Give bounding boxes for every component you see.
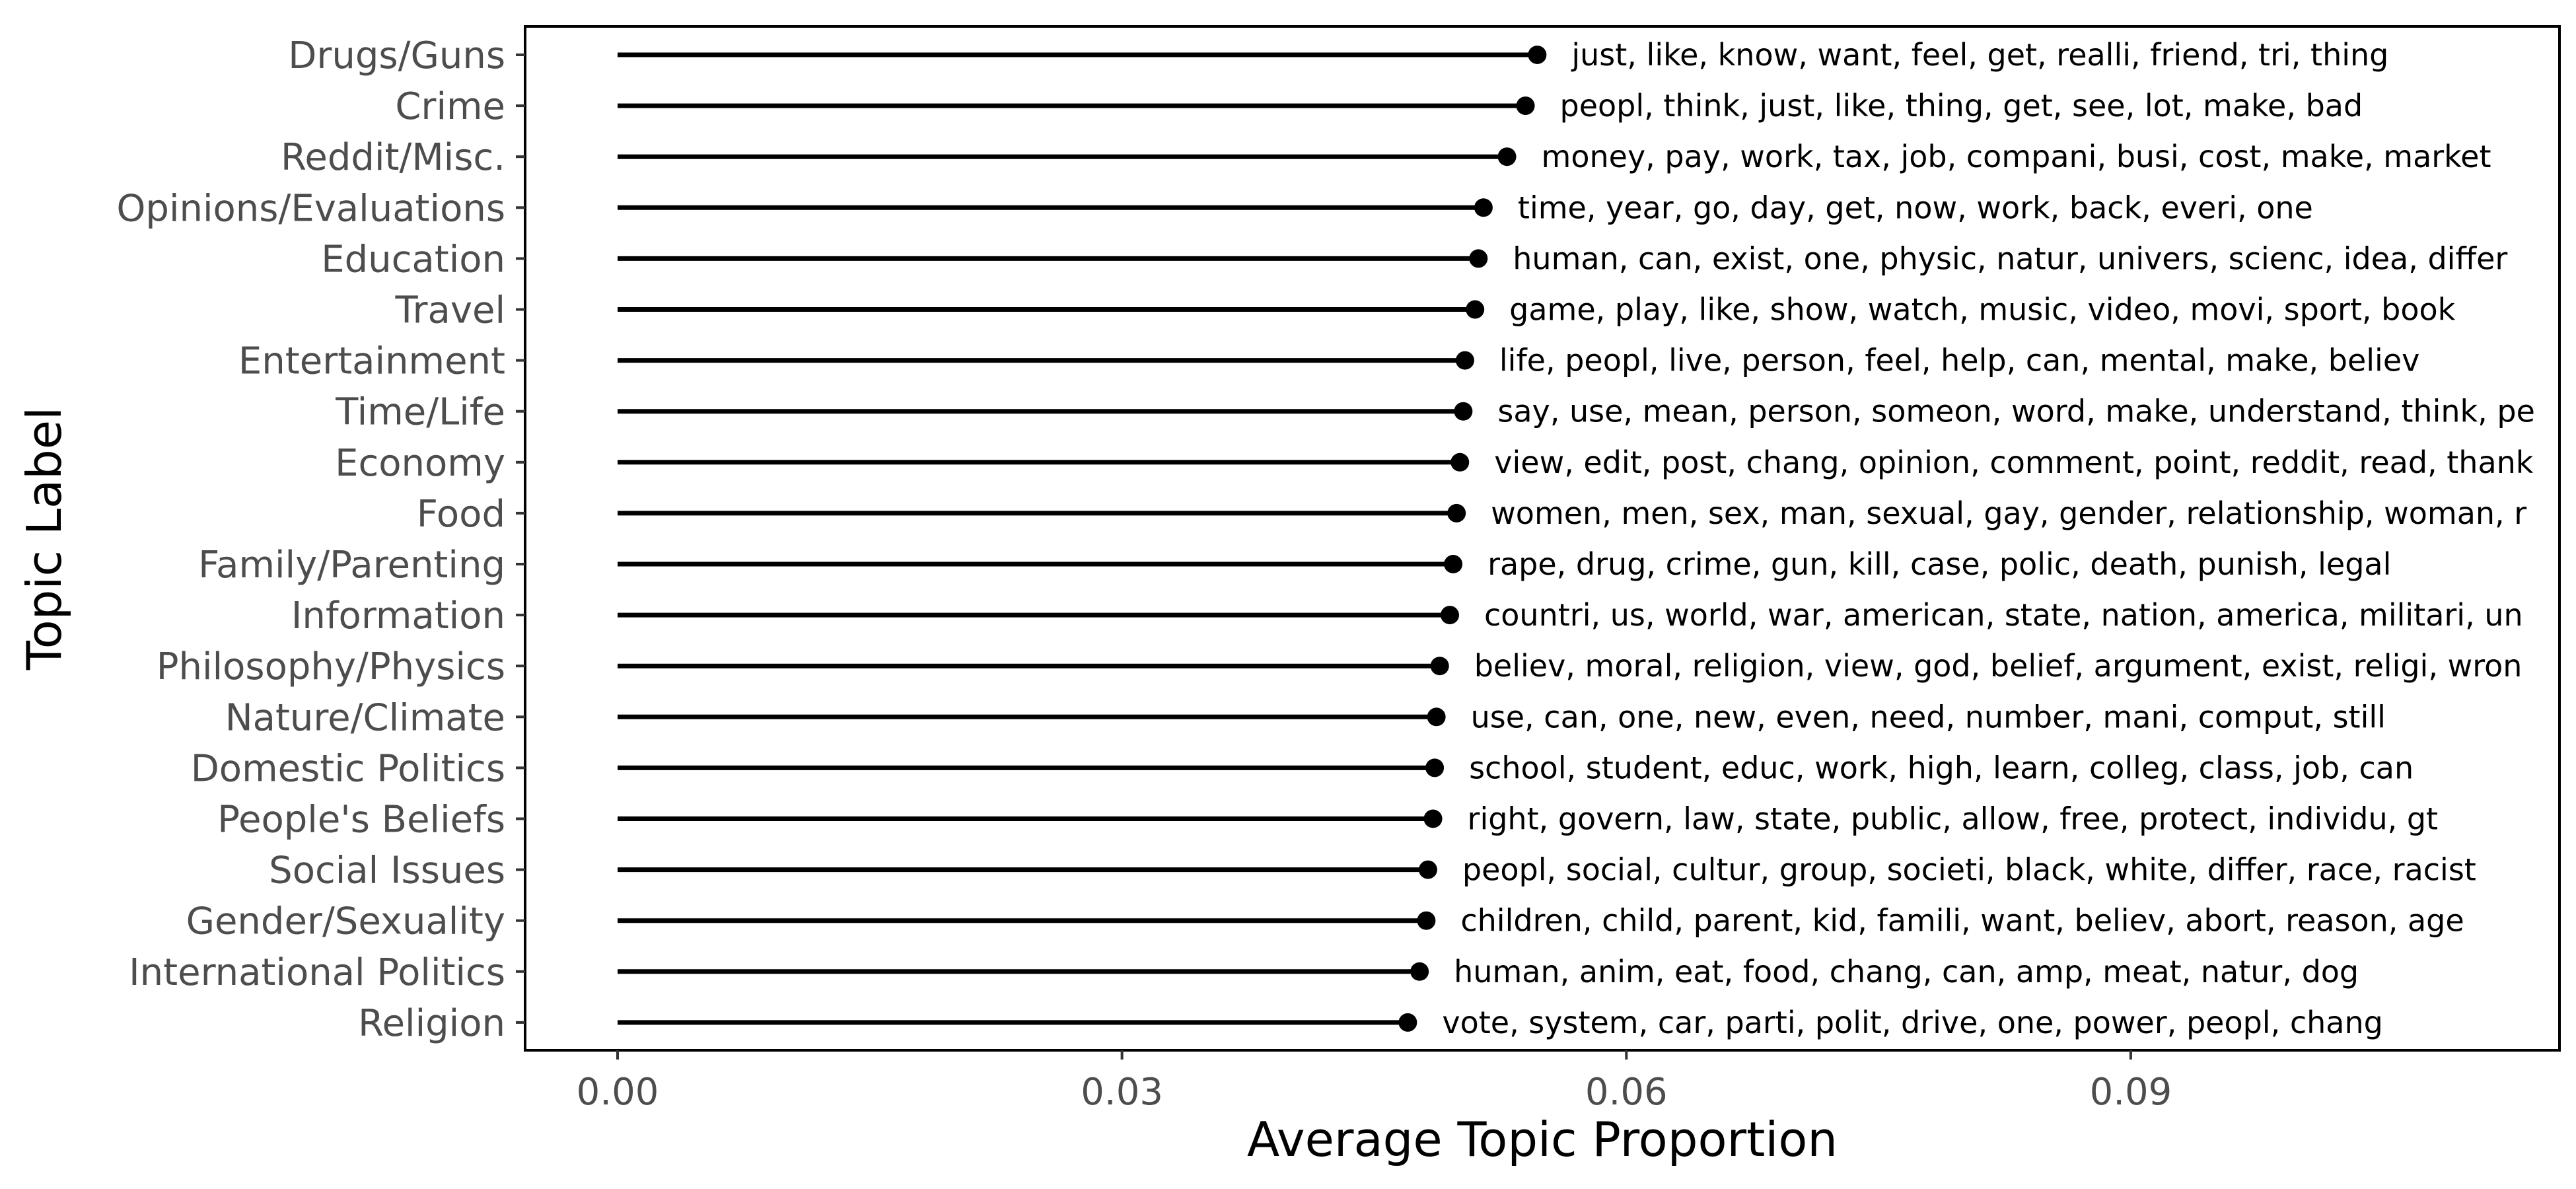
lollipop-dots bbox=[1398, 46, 1547, 1032]
lollipop-stems bbox=[618, 52, 1538, 1025]
topic-terms-label: peopl, social, cultur, group, societi, b… bbox=[1462, 852, 2476, 888]
y-axis-category-label: Time/Life bbox=[335, 391, 505, 434]
y-axis-category-label: Food bbox=[417, 493, 505, 536]
lollipop-dot bbox=[1410, 962, 1429, 981]
x-axis-title: Average Topic Proportion bbox=[1247, 1112, 1838, 1167]
x-axis: 0.00 0.03 0.06 0.09 bbox=[577, 1050, 2172, 1114]
topic-term-labels: just, like, know, want, feel, get, reall… bbox=[1442, 37, 2535, 1040]
lollipop-dot bbox=[1466, 300, 1485, 319]
lollipop-dot bbox=[1427, 707, 1446, 727]
y-axis-category-label: Domestic Politics bbox=[191, 747, 505, 790]
topic-terms-label: believ, moral, religion, view, god, beli… bbox=[1474, 648, 2522, 684]
y-axis-category-label: Education bbox=[321, 238, 505, 281]
y-axis-category-label: Entertainment bbox=[238, 340, 505, 383]
lollipop-dot bbox=[1455, 351, 1474, 370]
topic-terms-label: use, can, one, new, even, need, number, … bbox=[1471, 699, 2386, 735]
y-axis-category-label: People's Beliefs bbox=[217, 799, 505, 842]
y-axis-category-label: Philosophy/Physics bbox=[157, 645, 505, 688]
lollipop-dot bbox=[1447, 503, 1466, 522]
x-axis-tick-label: 0.06 bbox=[1585, 1071, 1668, 1114]
y-axis: Drugs/Guns Crime Reddit/Misc. Opinions/Eval… bbox=[116, 34, 525, 1045]
lollipop-dot bbox=[1441, 606, 1459, 625]
topic-terms-label: right, govern, law, state, public, allow… bbox=[1468, 801, 2439, 837]
topic-terms-label: game, play, like, show, watch, music, vi… bbox=[1509, 292, 2455, 328]
y-axis-category-label: Gender/Sexuality bbox=[186, 900, 505, 943]
y-axis-category-label: International Politics bbox=[129, 951, 505, 994]
lollipop-dot bbox=[1454, 402, 1473, 421]
y-axis-category-label: Social Issues bbox=[269, 849, 505, 892]
y-axis-title: Topic Label bbox=[17, 407, 72, 670]
lollipop-dot bbox=[1398, 1013, 1417, 1032]
topic-terms-label: life, peopl, live, person, feel, help, c… bbox=[1499, 343, 2419, 378]
y-axis-category-label: Reddit/Misc. bbox=[281, 136, 505, 179]
y-axis-category-label: Nature/Climate bbox=[225, 696, 505, 739]
topic-terms-label: peopl, think, just, like, thing, get, se… bbox=[1560, 88, 2363, 124]
topic-terms-label: money, pay, work, tax, job, compani, bus… bbox=[1542, 139, 2491, 174]
lollipop-dot bbox=[1497, 147, 1517, 166]
topic-terms-label: human, anim, eat, food, chang, can, amp,… bbox=[1454, 954, 2359, 990]
lollipop-dot bbox=[1516, 96, 1535, 116]
topic-terms-label: time, year, go, day, get, now, work, bac… bbox=[1518, 190, 2313, 225]
topic-terms-label: vote, system, car, parti, polit, drive, … bbox=[1442, 1005, 2382, 1040]
y-axis-category-label: Crime bbox=[395, 85, 505, 128]
lollipop-dot bbox=[1444, 555, 1463, 573]
y-axis-category-label: Economy bbox=[335, 442, 505, 485]
y-axis-category-label: Drugs/Guns bbox=[288, 34, 505, 77]
lollipop-dot bbox=[1469, 249, 1488, 268]
lollipop-dot bbox=[1417, 911, 1436, 930]
topic-terms-label: countri, us, world, war, american, state… bbox=[1484, 597, 2523, 633]
y-axis-category-label: Opinions/Evaluations bbox=[116, 187, 505, 230]
plot-panel-border bbox=[524, 25, 2561, 1052]
lollipop-dot bbox=[1430, 657, 1449, 676]
topic-terms-label: women, men, sex, man, sexual, gay, gende… bbox=[1491, 495, 2526, 531]
topic-terms-label: just, like, know, want, feel, get, reall… bbox=[1571, 37, 2388, 73]
topic-terms-label: say, use, mean, person, someon, word, ma… bbox=[1497, 394, 2535, 429]
y-axis-category-label: Religion bbox=[358, 1002, 505, 1045]
topic-terms-label: children, child, parent, kid, famili, wa… bbox=[1460, 903, 2464, 939]
topic-terms-label: view, edit, post, chang, opinion, commen… bbox=[1494, 445, 2534, 480]
x-axis-tick-label: 0.09 bbox=[2090, 1071, 2172, 1114]
x-axis-tick-label: 0.03 bbox=[1081, 1071, 1163, 1114]
lollipop-dot bbox=[1474, 198, 1493, 217]
y-axis-category-label: Travel bbox=[395, 289, 505, 332]
x-axis-tick-label: 0.00 bbox=[577, 1071, 659, 1114]
topic-terms-label: human, can, exist, one, physic, natur, u… bbox=[1513, 240, 2507, 276]
lollipop-dot bbox=[1425, 758, 1445, 777]
y-axis-category-label: Information bbox=[291, 594, 505, 637]
y-axis-category-label: Family/Parenting bbox=[198, 544, 505, 587]
lollipop-dot bbox=[1418, 860, 1437, 879]
lollipop-dot bbox=[1423, 809, 1443, 828]
topic-terms-label: rape, drug, crime, gun, kill, case, poli… bbox=[1487, 546, 2391, 582]
topic-terms-label: school, student, educ, work, high, learn… bbox=[1469, 750, 2414, 785]
lollipop-dot bbox=[1528, 46, 1547, 64]
lollipop-dot bbox=[1450, 452, 1470, 472]
